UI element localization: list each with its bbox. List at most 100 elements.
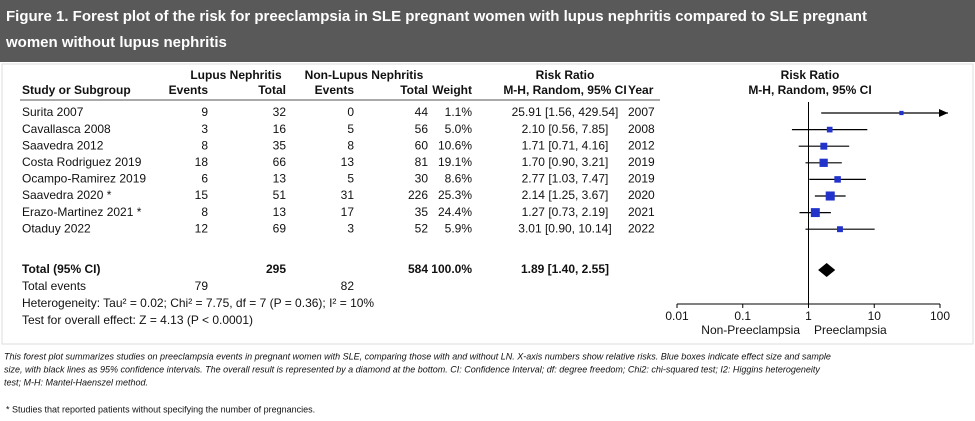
- total-events-label: Total events: [22, 279, 86, 293]
- table-cell: 13: [341, 155, 355, 169]
- table-cell: 51: [273, 188, 287, 202]
- table-cell: Costa Rodriguez 2019: [22, 155, 142, 169]
- column-header: Year: [628, 83, 654, 97]
- effect-box: [834, 176, 841, 183]
- x-tick-label: 0.01: [665, 309, 689, 323]
- table-cell: 12: [195, 221, 209, 235]
- table-cell: 2012: [628, 138, 655, 152]
- table-cell: 35: [415, 205, 429, 219]
- table-cell: Saavedra 2012: [22, 138, 104, 152]
- caption-line: size, with black lines as 95% confidence…: [4, 364, 820, 374]
- table-cell: 10.6%: [438, 138, 472, 152]
- effect-box: [820, 142, 828, 150]
- table-cell: 2020: [628, 188, 655, 202]
- column-header: Total: [400, 83, 428, 97]
- effect-box: [899, 110, 904, 116]
- table-cell: 5: [347, 122, 354, 136]
- panel-frame: [1, 63, 974, 345]
- table-cell: 24.4%: [438, 205, 472, 219]
- table-cell: 44: [415, 105, 429, 119]
- table-cell: 66: [273, 155, 287, 169]
- group-header: Non-Lupus Nephritis: [305, 68, 424, 82]
- table-cell: 8: [201, 205, 208, 219]
- table-cell: 8: [347, 138, 354, 152]
- table-cell: 8.6%: [445, 172, 473, 186]
- table-cell: 2021: [628, 205, 655, 219]
- column-header: Study or Subgroup: [22, 83, 131, 97]
- plot-subtitle: M-H, Random, 95% CI: [748, 83, 871, 97]
- heterogeneity: Heterogeneity: Tau² = 0.02; Chi² = 7.75,…: [22, 296, 374, 310]
- x-tick-label: 10: [868, 309, 882, 323]
- total-cell: 1.89 [1.40, 2.55]: [521, 262, 609, 276]
- table-cell: 2008: [628, 122, 655, 136]
- x-label-right: Preeclampsia: [814, 323, 887, 337]
- table-cell: 13: [273, 205, 287, 219]
- table-cell: 3: [347, 221, 354, 235]
- overall-test: Test for overall effect: Z = 4.13 (P < 0…: [22, 313, 253, 327]
- effect-box: [837, 226, 843, 233]
- table-cell: 9: [201, 105, 208, 119]
- column-header: Weight: [432, 83, 472, 97]
- table-cell: 2019: [628, 172, 655, 186]
- table-cell: 3: [201, 122, 208, 136]
- group-header: Lupus Nephritis: [190, 68, 282, 82]
- table-cell: 2019: [628, 155, 655, 169]
- total-events-cell: 82: [341, 279, 355, 293]
- table-cell: 1.1%: [445, 105, 473, 119]
- total-cell: 295: [266, 262, 286, 276]
- effect-box: [825, 191, 835, 201]
- title-bar: [0, 0, 975, 62]
- total-cell: 584: [408, 262, 428, 276]
- title-line: Figure 1. Forest plot of the risk for pr…: [6, 8, 867, 25]
- table-cell: 35: [273, 138, 287, 152]
- table-cell: 2007: [628, 105, 655, 119]
- caption-line: This forest plot summarizes studies on p…: [4, 351, 831, 361]
- table-cell: 5.9%: [445, 221, 473, 235]
- table-cell: 6: [201, 172, 208, 186]
- effect-box: [819, 158, 828, 167]
- table-cell: 25.91 [1.56, 429.54]: [512, 105, 619, 119]
- table-cell: 16: [273, 122, 287, 136]
- x-label-left: Non-Preeclampsia: [701, 323, 800, 337]
- table-cell: Otaduy 2022: [22, 221, 91, 235]
- column-header: Events: [169, 83, 209, 97]
- table-cell: 5: [347, 172, 354, 186]
- plot-title: Risk Ratio: [781, 68, 840, 82]
- table-cell: 19.1%: [438, 155, 472, 169]
- table-cell: 17: [341, 205, 355, 219]
- table-cell: 31: [341, 188, 355, 202]
- column-header: Events: [315, 83, 355, 97]
- x-tick-label: 100: [930, 309, 950, 323]
- table-cell: 2022: [628, 221, 655, 235]
- table-cell: 8: [201, 138, 208, 152]
- table-cell: 18: [195, 155, 209, 169]
- table-cell: 56: [415, 122, 429, 136]
- table-cell: 0: [347, 105, 354, 119]
- table-cell: 13: [273, 172, 287, 186]
- table-cell: 1.27 [0.73, 2.19]: [522, 205, 609, 219]
- effect-box: [826, 126, 833, 133]
- table-cell: 3.01 [0.90, 10.14]: [518, 221, 611, 235]
- table-cell: 25.3%: [438, 188, 472, 202]
- group-header: Risk Ratio: [536, 68, 595, 82]
- x-tick-label: 0.1: [734, 309, 751, 323]
- table-cell: 81: [415, 155, 429, 169]
- total-cell: 100.0%: [431, 262, 472, 276]
- table-cell: 2.14 [1.25, 3.67]: [522, 188, 609, 202]
- table-cell: 32: [273, 105, 287, 119]
- table-cell: Saavedra 2020 *: [22, 188, 112, 202]
- column-header: M-H, Random, 95% CI: [503, 83, 626, 97]
- table-cell: 5.0%: [445, 122, 473, 136]
- table-cell: 226: [408, 188, 428, 202]
- column-header: Total: [258, 83, 286, 97]
- table-cell: Ocampo-Ramirez 2019: [22, 172, 146, 186]
- table-cell: 2.77 [1.03, 7.47]: [522, 172, 609, 186]
- table-cell: 60: [415, 138, 429, 152]
- table-cell: Surita 2007: [22, 105, 84, 119]
- caption-line: test; M-H: Mantel-Haenszel method.: [4, 377, 148, 387]
- total-events-cell: 79: [195, 279, 209, 293]
- table-cell: 52: [415, 221, 429, 235]
- table-cell: 69: [273, 221, 287, 235]
- ci-arrow: [939, 109, 948, 117]
